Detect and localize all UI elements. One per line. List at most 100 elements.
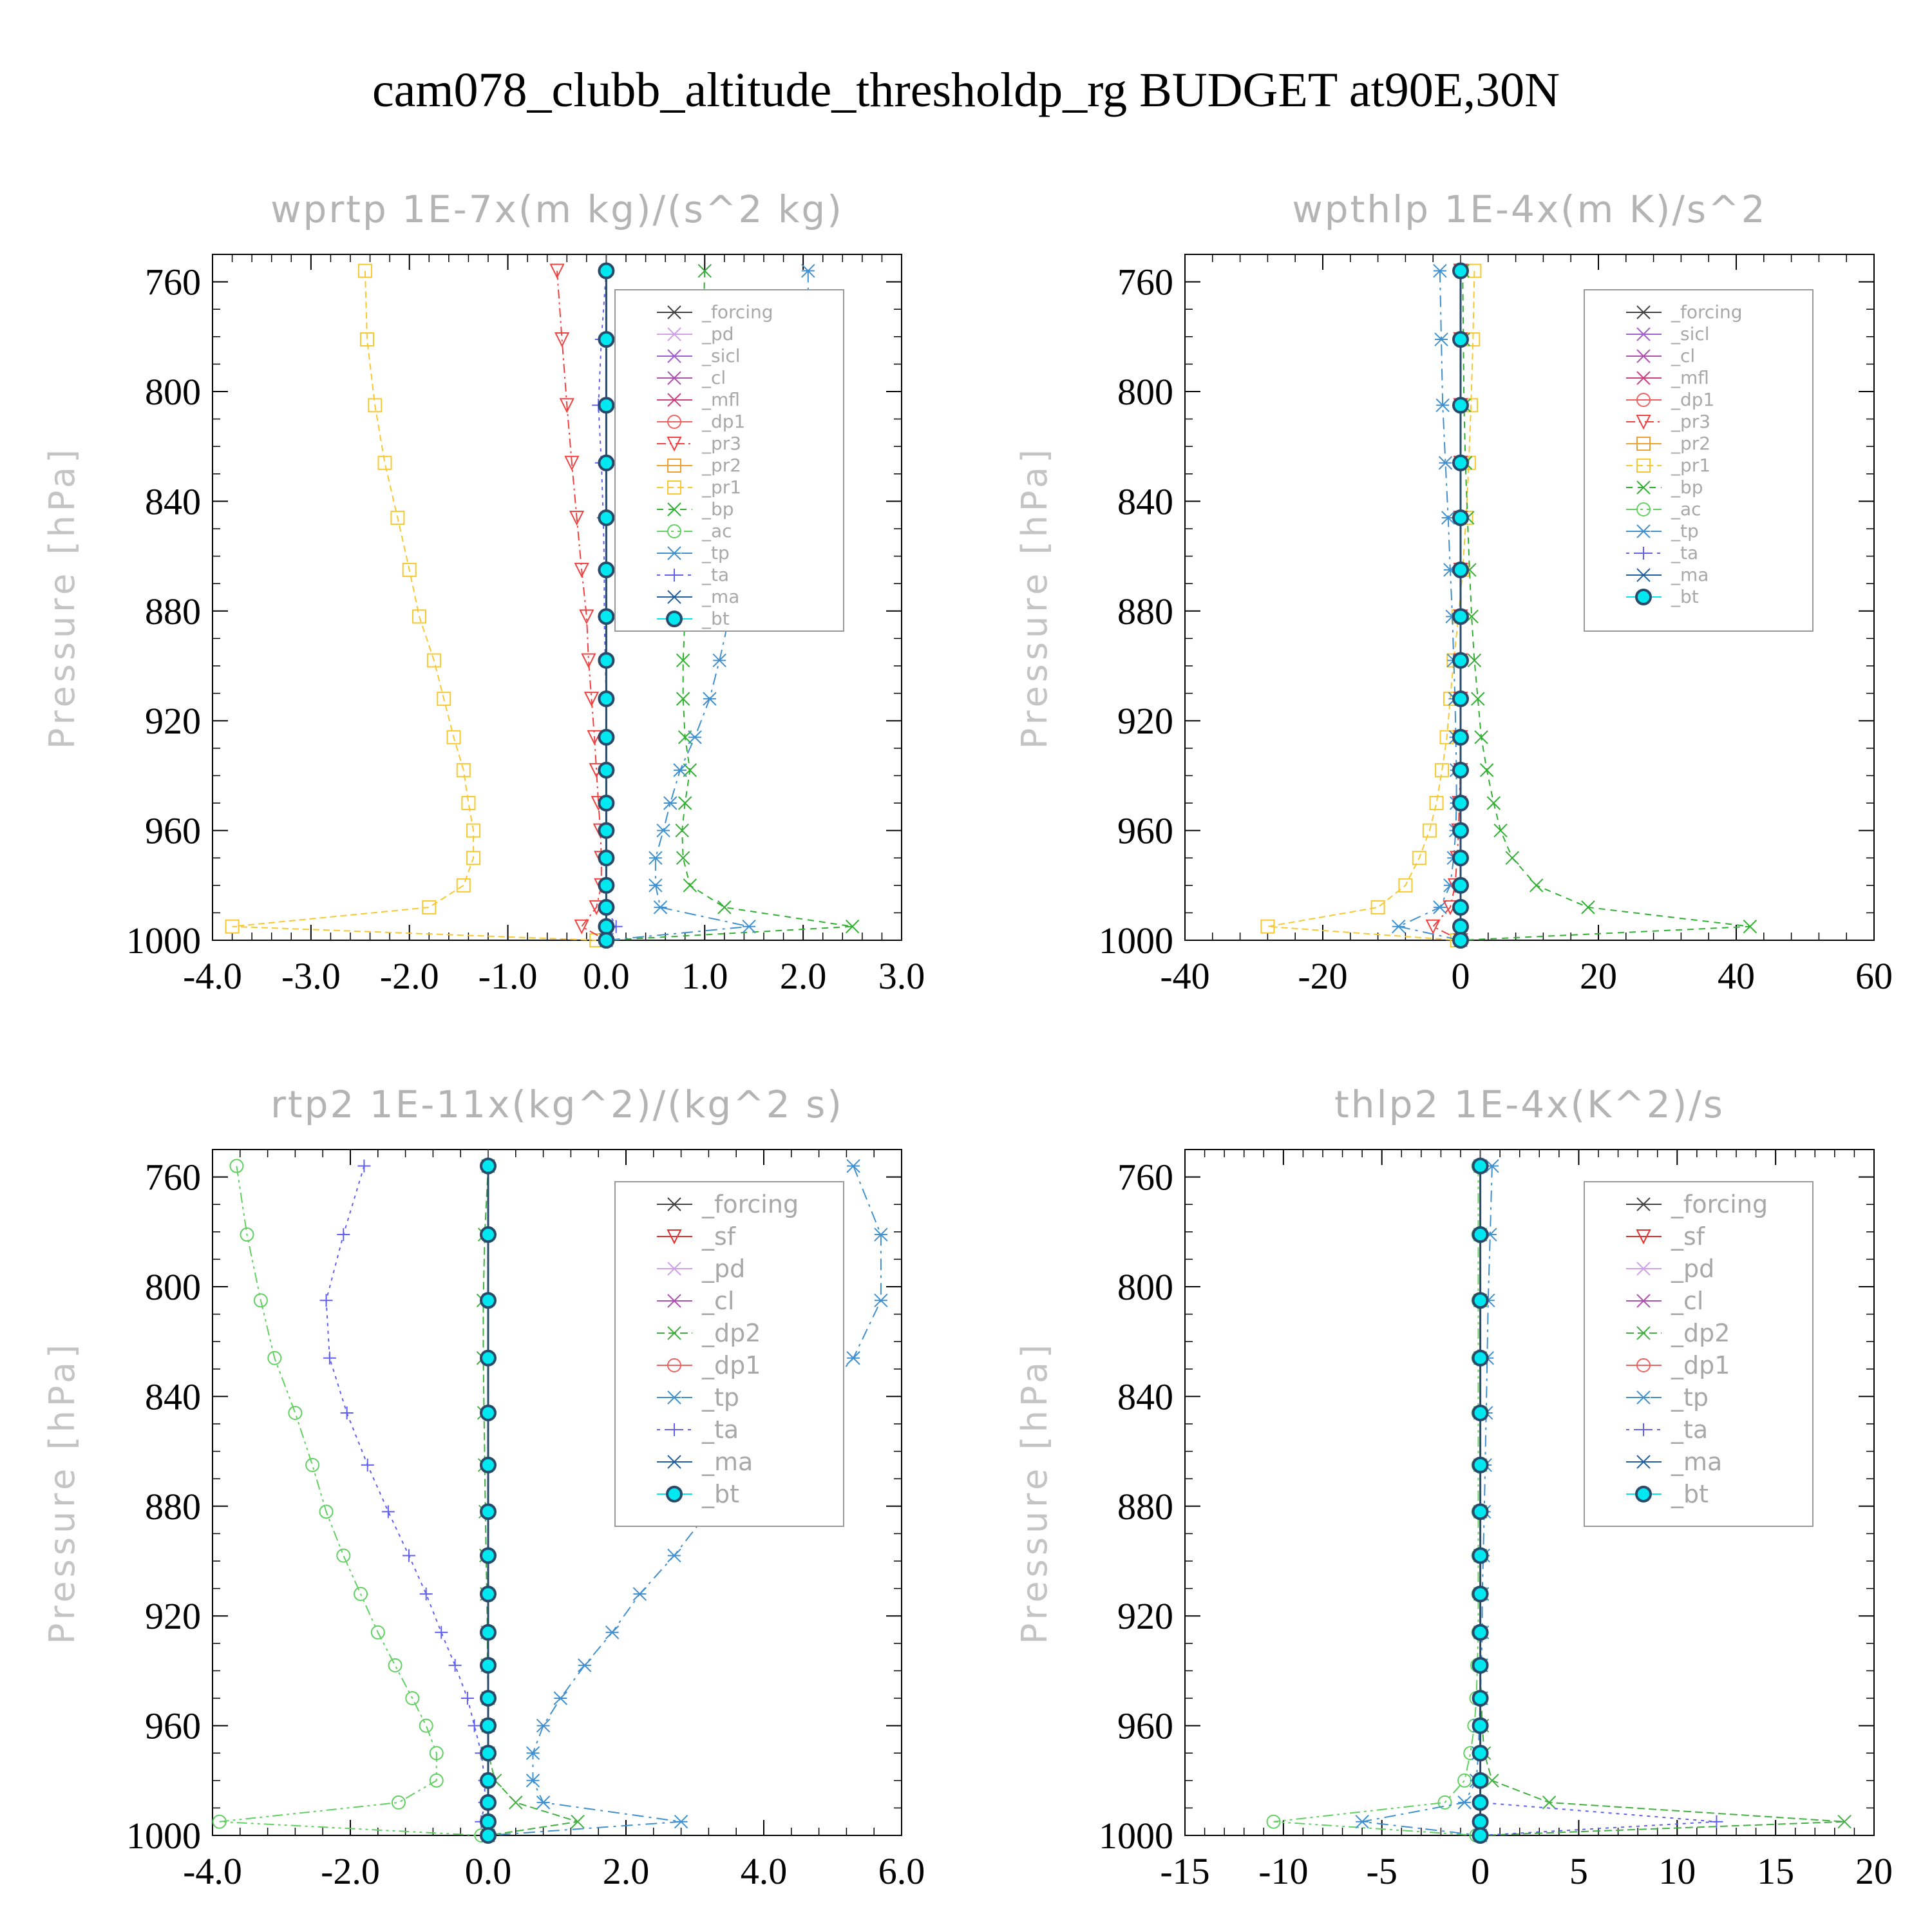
data-point-tp: [632, 1587, 647, 1601]
y-tick-label: 920: [145, 700, 201, 742]
legend-item: _forcing: [657, 1190, 799, 1218]
data-point-ac: [1437, 1795, 1452, 1810]
legend-item: _forcing: [1626, 301, 1743, 323]
legend-item: _mfl: [1626, 367, 1709, 388]
legend-item: _ta: [1626, 1416, 1708, 1444]
data-point-bt: [1452, 761, 1469, 779]
data-point-tp: [1391, 919, 1406, 934]
x-tick-label: 10: [1658, 1850, 1696, 1892]
plot-frame: [1184, 1149, 1875, 1836]
data-point-pr1: [461, 796, 476, 810]
data-point-bt: [1472, 1586, 1489, 1603]
data-point-ac: [253, 1293, 268, 1308]
panel-title: rtp2 1E-11x(kg^2)/(kg^2 s): [270, 1083, 844, 1126]
legend-marker-cl: [1636, 349, 1651, 363]
legend-marker-mfl: [1636, 371, 1651, 385]
legend-label: _ta: [1671, 542, 1698, 564]
data-point-bp: [1471, 692, 1485, 706]
legend-marker-pr1: [1636, 459, 1651, 473]
legend-marker-pr2: [1636, 437, 1651, 451]
legend-marker-tp: [667, 1390, 681, 1405]
y-tick-label: 1000: [1099, 1815, 1173, 1857]
data-point-tp: [874, 1227, 888, 1242]
legend-item: _sicl: [1626, 323, 1710, 345]
data-point-ta: [448, 1658, 462, 1672]
series-line-ac: [219, 1166, 482, 1836]
series-line-bp: [1460, 270, 1750, 941]
legend-item: _pr1: [657, 477, 741, 498]
legend-label: _bt: [1671, 586, 1699, 607]
data-point-bp: [676, 653, 690, 668]
data-point-tp: [667, 1548, 681, 1563]
legend-marker-ma: [1636, 1455, 1651, 1469]
data-point-bt: [1472, 1690, 1489, 1707]
legend-item: _sicl: [657, 345, 741, 366]
series-bt: [1452, 262, 1469, 949]
data-point-bt: [480, 1827, 497, 1844]
x-tick-label: 5: [1569, 1850, 1588, 1892]
data-point-ac: [388, 1658, 402, 1672]
data-point-pr3: [574, 562, 589, 578]
x-tick-label: -20: [1298, 955, 1347, 997]
data-point-pr1: [357, 263, 372, 278]
x-tick-label: -5: [1367, 1850, 1397, 1892]
x-tick-label: 15: [1757, 1850, 1794, 1892]
data-point-tp: [1433, 263, 1447, 278]
x-tick-label: -2.0: [321, 1850, 380, 1892]
data-point-tp: [526, 1774, 540, 1788]
y-axis-label: Pressure [hPa]: [1014, 446, 1055, 749]
legend-item: _pd: [657, 323, 734, 345]
series-line-ta: [598, 270, 617, 941]
legend-label: _tp: [701, 542, 730, 564]
panel-title: thlp2 1E-4x(K^2)/s: [1334, 1083, 1725, 1126]
data-point-bt: [1452, 454, 1469, 471]
data-point-pr3: [574, 919, 589, 934]
y-tick-label: 960: [145, 810, 201, 852]
legend-marker-cl: [667, 371, 681, 385]
series-line-tp: [1396, 270, 1461, 941]
data-point-bp: [697, 263, 712, 278]
x-tick-label: 20: [1855, 1850, 1893, 1892]
legend-label: _pd: [701, 1255, 745, 1283]
data-point-tp: [656, 823, 670, 838]
data-point-pr1: [1260, 919, 1275, 934]
x-tick-label: 3.0: [878, 955, 925, 997]
legend-marker-mfl: [667, 393, 681, 407]
x-tick-label: 20: [1580, 955, 1617, 997]
legend-marker-pd: [1636, 1262, 1651, 1276]
data-point-pr1: [1370, 900, 1385, 914]
data-point-ac: [229, 1159, 244, 1173]
data-point-bt: [1472, 1404, 1489, 1421]
data-point-pr1: [1429, 796, 1444, 810]
series-line-tp: [606, 270, 809, 941]
legend-item: _sf: [1626, 1222, 1706, 1251]
data-point-bt: [480, 1794, 497, 1811]
y-tick-label: 760: [1117, 261, 1173, 303]
chart-panel: wpthlp 1E-4x(m K)/s^2 Pressure [hPa] -40 -2…: [1014, 187, 1893, 997]
legend-label: _dp1: [1671, 389, 1714, 410]
data-point-tp: [846, 1159, 860, 1173]
data-point-ac: [354, 1587, 368, 1602]
legend-marker-ta: [668, 569, 681, 582]
legend-marker-pd: [667, 1262, 681, 1276]
data-point-bt: [1452, 652, 1469, 669]
data-point-ac: [391, 1795, 406, 1810]
x-tick-label: 6.0: [878, 1850, 925, 1892]
data-point-bt: [480, 1717, 497, 1734]
legend-label: _bp: [1671, 477, 1703, 498]
legend-marker-pr3: [1636, 415, 1651, 430]
data-point-pr3: [549, 263, 565, 279]
data-point-bp: [717, 900, 732, 914]
data-point-bt: [480, 1503, 497, 1520]
legend-label: _bt: [701, 608, 730, 629]
y-tick-label: 760: [1117, 1157, 1173, 1198]
legend-marker-ac: [1636, 502, 1651, 516]
legend-item: _bp: [1626, 477, 1703, 498]
data-point-bt: [480, 1813, 497, 1830]
legend-label: _cl: [701, 367, 726, 388]
data-point-tp: [801, 263, 815, 278]
legend-marker-bt: [1635, 589, 1652, 605]
data-point-ac: [212, 1814, 227, 1829]
y-tick-label: 880: [145, 1486, 201, 1528]
data-point-ac: [1457, 1773, 1472, 1788]
